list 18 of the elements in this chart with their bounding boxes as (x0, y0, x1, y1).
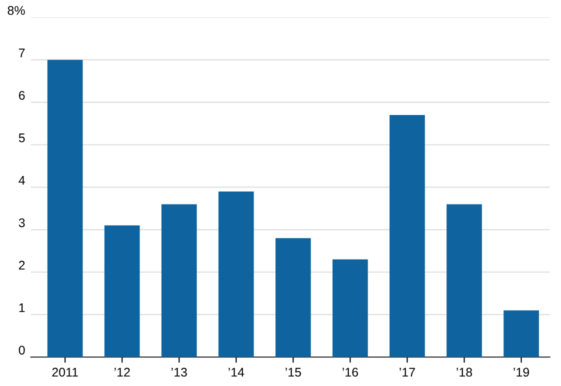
y-tick-label: 2 (18, 260, 25, 270)
x-tick-label: ’19 (514, 368, 530, 377)
x-tick-label: ’13 (172, 368, 187, 377)
x-tick-label: ’16 (342, 368, 358, 377)
y-tick-label: 6 (18, 90, 25, 100)
y-tick-label: 5 (18, 134, 25, 142)
y-tick-label: 1 (19, 303, 25, 312)
y-tick-label: 3 (18, 218, 25, 228)
x-tick-label: ’17 (400, 368, 415, 377)
y-tick-label: 4 (18, 176, 25, 185)
x-tick-label: ’18 (456, 368, 472, 377)
x-tick-label: 2011 (52, 368, 78, 377)
x-tick-label: ’14 (228, 368, 244, 377)
y-tick-label: 7 (18, 48, 25, 58)
x-tick-label: ’15 (286, 368, 301, 377)
x-tick-label: ’12 (114, 368, 130, 377)
y-tick-label: 0 (18, 346, 25, 355)
y-tick-label: 8% (8, 6, 25, 15)
